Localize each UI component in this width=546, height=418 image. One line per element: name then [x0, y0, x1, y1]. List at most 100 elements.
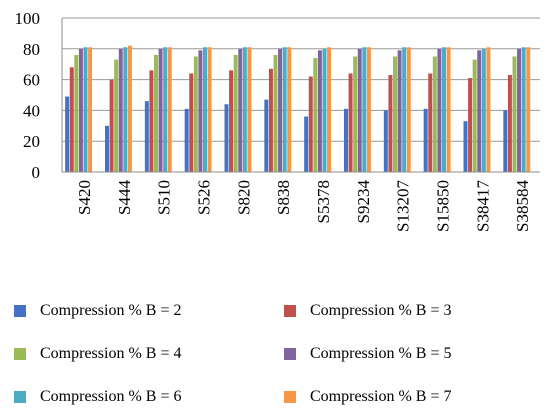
bar-chart: 0 20 40 60 80 100 S420 S444 S510 S526 S820 S838 S53…	[15, 9, 540, 232]
x-tick-label: S5378	[314, 180, 333, 223]
bar	[109, 79, 114, 172]
axes	[61, 18, 540, 173]
bar	[393, 56, 397, 172]
bar	[432, 56, 437, 172]
legend-item: Compression % B = 4	[14, 345, 181, 363]
legend-swatch	[14, 391, 26, 403]
bar	[521, 47, 526, 173]
legend-item: Compression % B = 5	[284, 345, 451, 363]
x-tick-label: S838	[274, 180, 293, 215]
bar	[517, 48, 522, 172]
legend-swatch	[14, 348, 26, 360]
legend-item: Compression % B = 2	[14, 302, 181, 320]
bar	[264, 99, 269, 172]
legend-label: Compression % B = 2	[40, 302, 182, 319]
bar	[114, 59, 119, 172]
y-tick-label: 0	[32, 163, 41, 182]
bar	[526, 47, 531, 173]
y-tick-label: 100	[15, 9, 41, 28]
bar	[468, 78, 473, 172]
x-tick-label: S13207	[394, 180, 413, 232]
gridlines	[62, 17, 540, 142]
bar	[278, 48, 283, 172]
y-tick-labels: 0 20 40 60 80 100	[15, 9, 41, 182]
bar	[383, 110, 388, 172]
bar	[322, 48, 327, 172]
bar	[202, 47, 207, 173]
bar	[406, 47, 411, 173]
x-tick-label: S38584	[513, 180, 532, 232]
bar	[357, 48, 362, 172]
bar	[127, 45, 132, 172]
bar	[397, 50, 402, 173]
x-tick-label: S420	[75, 180, 94, 215]
bar	[287, 47, 292, 173]
x-tick-label: S444	[115, 180, 134, 215]
y-tick-label: 80	[23, 40, 40, 59]
bar	[198, 50, 203, 173]
bar	[154, 54, 158, 172]
bar	[282, 47, 287, 173]
bar	[507, 74, 512, 172]
bar	[74, 54, 79, 172]
legend: Compression % B = 2 Compression % B = 3 Co…	[0, 290, 546, 418]
legend-label: Compression % B = 7	[310, 388, 452, 405]
bar	[503, 110, 508, 172]
bar	[88, 47, 93, 173]
bar	[273, 54, 278, 172]
bars	[65, 45, 531, 173]
bar	[189, 73, 194, 172]
bar	[472, 59, 477, 172]
y-tick-label: 20	[23, 132, 40, 151]
legend-item: Compression % B = 3	[284, 302, 451, 320]
legend-swatch	[284, 348, 296, 360]
legend-label: Compression % B = 6	[40, 388, 182, 405]
bar	[317, 50, 322, 173]
bar	[308, 76, 313, 172]
bar	[402, 47, 407, 173]
bar	[388, 74, 393, 172]
bar	[512, 56, 517, 172]
bar	[242, 47, 247, 173]
bar	[362, 47, 367, 173]
bar	[229, 70, 234, 172]
bar	[327, 47, 332, 173]
bar	[463, 121, 468, 172]
bar	[233, 54, 238, 172]
bar	[481, 48, 486, 172]
bar	[268, 68, 273, 172]
bar	[158, 48, 163, 172]
y-tick-label: 60	[23, 71, 40, 90]
x-tick-label: S820	[234, 180, 253, 215]
x-tick-label: S15850	[433, 180, 452, 232]
bar	[163, 47, 168, 173]
bar	[348, 73, 353, 172]
x-tick-label: S526	[194, 180, 213, 215]
legend-swatch	[14, 305, 26, 317]
x-tick-label: S9234	[354, 180, 373, 224]
bar	[207, 47, 212, 173]
y-tick-label: 40	[23, 101, 40, 120]
bar	[69, 67, 74, 172]
bar	[353, 56, 358, 172]
bar	[446, 47, 451, 173]
bar	[313, 58, 318, 172]
legend-item: Compression % B = 7	[284, 388, 451, 406]
bar	[238, 48, 243, 172]
bar	[428, 73, 433, 172]
bar	[105, 125, 109, 172]
legend-swatch	[284, 305, 296, 317]
legend-label: Compression % B = 5	[310, 345, 452, 362]
legend-label: Compression % B = 4	[40, 345, 182, 362]
bar	[247, 47, 252, 173]
bar	[78, 48, 83, 172]
bar	[123, 47, 128, 173]
bar	[366, 47, 371, 173]
x-tick-label: S38417	[473, 180, 492, 232]
bar	[118, 48, 123, 172]
bar	[149, 70, 154, 172]
bar	[441, 47, 446, 173]
x-tick-label: S510	[155, 180, 174, 215]
bar	[144, 101, 149, 172]
bar	[167, 47, 172, 173]
